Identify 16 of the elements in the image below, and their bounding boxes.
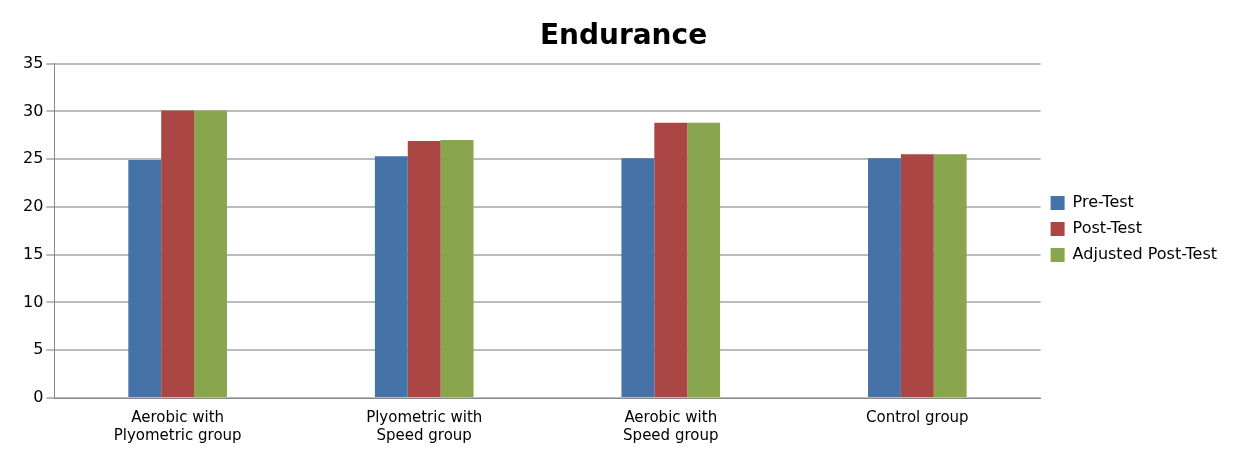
y-tick-label: 20 (23, 196, 44, 216)
y-tick-label: 35 (23, 52, 44, 72)
y-tick-label: 25 (23, 148, 44, 168)
chart-title: Endurance (539, 18, 708, 52)
x-tick-label: Plyometric with Speed group (366, 407, 483, 444)
x-tick-label: Aerobic with Plyometric group (113, 407, 242, 444)
y-tick-label: 15 (23, 243, 44, 263)
y-tick-label: 0 (33, 387, 44, 407)
y-tick-label: 10 (23, 291, 44, 311)
y-tick-label: 30 (23, 100, 44, 120)
legend-label: Adjusted Post-Test (1072, 244, 1217, 264)
legend-label: Pre-Test (1072, 192, 1134, 212)
legend-label: Post-Test (1072, 218, 1142, 238)
y-tick-label: 5 (33, 339, 44, 359)
x-tick-label: Aerobic with Speed group (623, 407, 719, 444)
x-tick-label: Control group (866, 407, 969, 426)
